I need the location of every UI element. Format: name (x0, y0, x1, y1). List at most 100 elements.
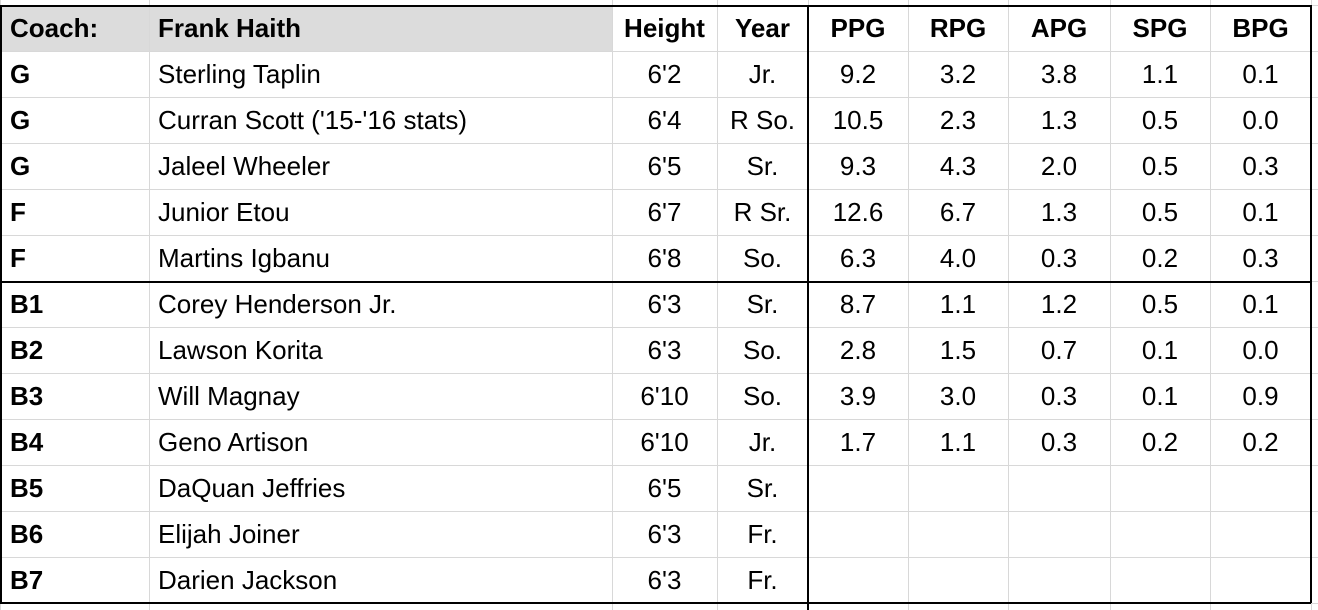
cell-spg[interactable]: 0.1 (1110, 373, 1210, 419)
cell-apg[interactable]: 0.3 (1008, 373, 1110, 419)
cell-bpg[interactable]: 0.0 (1210, 97, 1311, 143)
cell-name[interactable]: Junior Etou (149, 189, 612, 235)
cell-height[interactable]: 6'4 (612, 97, 717, 143)
cell-height[interactable]: 6'7 (612, 189, 717, 235)
cell-apg[interactable]: 0.7 (1008, 327, 1110, 373)
cell-apg[interactable]: 1.3 (1008, 189, 1110, 235)
cell-spg[interactable]: 0.2 (1110, 419, 1210, 465)
cell-rpg[interactable]: 1.1 (908, 281, 1008, 327)
cell-bpg[interactable] (1210, 465, 1311, 511)
cell-apg[interactable]: 0.3 (1008, 235, 1110, 281)
cell-rpg[interactable]: 4.0 (908, 235, 1008, 281)
cell-year[interactable]: Fr. (717, 557, 808, 603)
cell-year[interactable]: Sr. (717, 143, 808, 189)
cell-rpg[interactable]: 3.2 (908, 51, 1008, 97)
cell-spg[interactable]: 0.5 (1110, 281, 1210, 327)
cell-ppg[interactable]: 9.2 (808, 51, 908, 97)
cell-apg[interactable]: 0.3 (1008, 419, 1110, 465)
cell-year[interactable]: R Sr. (717, 189, 808, 235)
cell-rpg[interactable]: 1.1 (908, 419, 1008, 465)
cell-ppg[interactable] (808, 465, 908, 511)
apg-header[interactable]: APG (1008, 5, 1110, 51)
cell-ppg[interactable]: 10.5 (808, 97, 908, 143)
cell-bpg[interactable]: 0.3 (1210, 143, 1311, 189)
cell-ppg[interactable]: 2.8 (808, 327, 908, 373)
cell-rpg[interactable] (908, 465, 1008, 511)
cell-year[interactable]: R So. (717, 97, 808, 143)
cell-bpg[interactable]: 0.1 (1210, 281, 1311, 327)
cell-height[interactable]: 6'3 (612, 327, 717, 373)
cell-ppg[interactable] (808, 557, 908, 603)
cell-spg[interactable]: 1.1 (1110, 51, 1210, 97)
cell-apg[interactable]: 3.8 (1008, 51, 1110, 97)
cell-spg[interactable]: 0.5 (1110, 189, 1210, 235)
cell-bpg[interactable]: 0.9 (1210, 373, 1311, 419)
cell-rpg[interactable]: 1.5 (908, 327, 1008, 373)
cell-ppg[interactable]: 12.6 (808, 189, 908, 235)
cell-name[interactable]: DaQuan Jeffries (149, 465, 612, 511)
cell-spg[interactable] (1110, 465, 1210, 511)
cell-height[interactable]: 6'5 (612, 143, 717, 189)
coach-label[interactable]: Coach: (0, 5, 149, 51)
cell-year[interactable]: Sr. (717, 465, 808, 511)
cell-height[interactable]: 6'5 (612, 465, 717, 511)
bpg-header[interactable]: BPG (1210, 5, 1311, 51)
cell-spg[interactable]: 0.1 (1110, 327, 1210, 373)
cell-ppg[interactable]: 9.3 (808, 143, 908, 189)
cell-name[interactable]: Curran Scott ('15-'16 stats) (149, 97, 612, 143)
cell-name[interactable]: Martins Igbanu (149, 235, 612, 281)
cell-height[interactable]: 6'8 (612, 235, 717, 281)
cell-ppg[interactable]: 6.3 (808, 235, 908, 281)
cell-rpg[interactable]: 3.0 (908, 373, 1008, 419)
cell-rpg[interactable] (908, 511, 1008, 557)
cell-ppg[interactable] (808, 511, 908, 557)
cell-height[interactable]: 6'2 (612, 51, 717, 97)
cell-year[interactable]: Fr. (717, 511, 808, 557)
cell-apg[interactable]: 2.0 (1008, 143, 1110, 189)
cell-name[interactable]: Darien Jackson (149, 557, 612, 603)
cell-bpg[interactable]: 0.3 (1210, 235, 1311, 281)
cell-pos[interactable]: B2 (0, 327, 149, 373)
cell-spg[interactable]: 0.5 (1110, 143, 1210, 189)
cell-bpg[interactable] (1210, 557, 1311, 603)
cell-bpg[interactable]: 0.0 (1210, 327, 1311, 373)
cell-name[interactable]: Jaleel Wheeler (149, 143, 612, 189)
cell-ppg[interactable]: 1.7 (808, 419, 908, 465)
cell-height[interactable]: 6'3 (612, 281, 717, 327)
cell-bpg[interactable]: 0.2 (1210, 419, 1311, 465)
cell-year[interactable]: Jr. (717, 51, 808, 97)
cell-pos[interactable]: B4 (0, 419, 149, 465)
cell-pos[interactable]: G (0, 97, 149, 143)
cell-apg[interactable] (1008, 557, 1110, 603)
cell-spg[interactable]: 0.2 (1110, 235, 1210, 281)
cell-rpg[interactable]: 6.7 (908, 189, 1008, 235)
cell-year[interactable]: Sr. (717, 281, 808, 327)
cell-apg[interactable] (1008, 511, 1110, 557)
cell-height[interactable]: 6'10 (612, 373, 717, 419)
cell-height[interactable]: 6'3 (612, 511, 717, 557)
cell-name[interactable]: Corey Henderson Jr. (149, 281, 612, 327)
cell-pos[interactable]: F (0, 189, 149, 235)
spg-header[interactable]: SPG (1110, 5, 1210, 51)
ppg-header[interactable]: PPG (808, 5, 908, 51)
cell-name[interactable]: Lawson Korita (149, 327, 612, 373)
cell-bpg[interactable]: 0.1 (1210, 51, 1311, 97)
cell-rpg[interactable] (908, 557, 1008, 603)
cell-year[interactable]: So. (717, 327, 808, 373)
cell-year[interactable]: Jr. (717, 419, 808, 465)
coach-name[interactable]: Frank Haith (149, 5, 612, 51)
cell-pos[interactable]: F (0, 235, 149, 281)
cell-pos[interactable]: B3 (0, 373, 149, 419)
cell-pos[interactable]: B6 (0, 511, 149, 557)
cell-bpg[interactable] (1210, 511, 1311, 557)
cell-year[interactable]: So. (717, 373, 808, 419)
cell-height[interactable]: 6'10 (612, 419, 717, 465)
cell-pos[interactable]: B1 (0, 281, 149, 327)
cell-name[interactable]: Sterling Taplin (149, 51, 612, 97)
cell-bpg[interactable]: 0.1 (1210, 189, 1311, 235)
cell-year[interactable]: So. (717, 235, 808, 281)
cell-spg[interactable] (1110, 511, 1210, 557)
rpg-header[interactable]: RPG (908, 5, 1008, 51)
cell-pos[interactable]: G (0, 51, 149, 97)
height-header[interactable]: Height (612, 5, 717, 51)
